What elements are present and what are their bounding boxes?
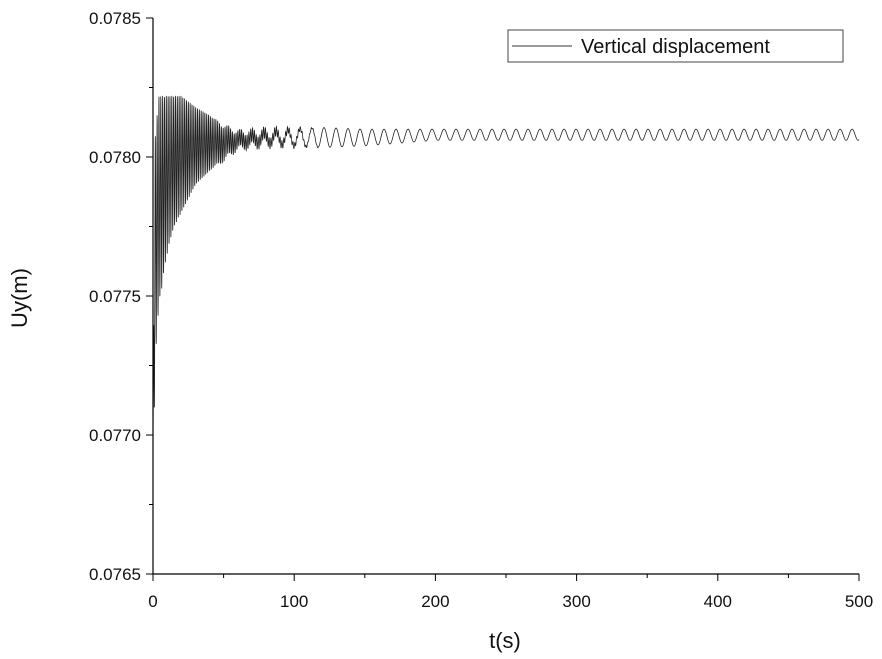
plot-area	[152, 95, 860, 449]
series-line-vertical-displacement	[152, 95, 860, 449]
x-tick-label: 500	[845, 592, 873, 611]
x-tick-label: 0	[148, 592, 157, 611]
legend: Vertical displacement	[507, 29, 844, 63]
y-tick-label: 0.0765	[89, 565, 141, 584]
x-tick-label: 300	[562, 592, 590, 611]
x-tick-label: 200	[421, 592, 449, 611]
x-tick-label: 100	[280, 592, 308, 611]
x-axis-title: t(s)	[489, 628, 521, 653]
y-tick-label: 0.0785	[89, 9, 141, 28]
y-tick-label: 0.0780	[89, 148, 141, 167]
y-tick-label: 0.0770	[89, 426, 141, 445]
axes: 0 100 200 300 400 500 0.0765 0.0770 0.0775 0.0780…	[89, 9, 873, 611]
x-tick-label: 400	[704, 592, 732, 611]
y-tick-label: 0.0775	[89, 287, 141, 306]
y-axis-title: Uy(m)	[7, 268, 32, 328]
legend-label: Vertical displacement	[581, 36, 770, 58]
